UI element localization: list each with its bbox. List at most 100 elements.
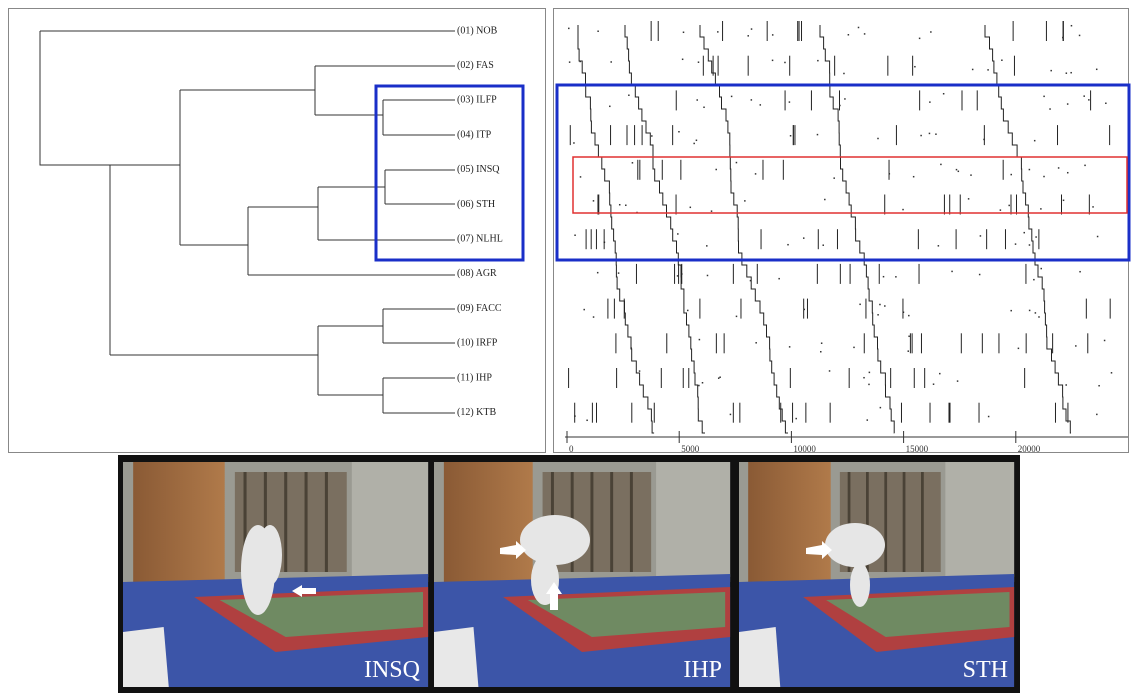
event <box>987 69 989 71</box>
event <box>1029 244 1031 246</box>
photo-caption: INSQ <box>364 657 420 683</box>
event <box>1015 243 1017 245</box>
event <box>736 162 738 164</box>
event <box>678 131 680 133</box>
event <box>1049 108 1051 110</box>
event <box>693 143 695 145</box>
event <box>1062 37 1064 39</box>
event <box>968 198 970 200</box>
event <box>1035 236 1037 238</box>
event <box>843 73 845 75</box>
event <box>859 304 861 306</box>
event <box>702 382 704 384</box>
event <box>883 276 885 278</box>
event <box>877 138 879 140</box>
event <box>803 237 805 239</box>
event <box>698 61 700 63</box>
event <box>1079 271 1081 273</box>
tick-label: 0 <box>569 444 574 454</box>
event <box>929 101 931 103</box>
event <box>597 272 599 274</box>
event <box>980 235 982 237</box>
event <box>979 274 981 276</box>
photo-caption: IHP <box>683 657 722 683</box>
event <box>628 94 630 96</box>
event <box>1063 200 1065 202</box>
event <box>820 351 822 353</box>
event <box>1008 205 1010 207</box>
event <box>751 99 753 101</box>
event <box>586 420 588 422</box>
event <box>869 372 871 374</box>
event <box>677 275 679 277</box>
event <box>682 59 684 61</box>
event <box>610 61 612 63</box>
event <box>711 210 713 212</box>
event <box>795 418 797 420</box>
event <box>583 309 585 311</box>
event <box>908 350 910 352</box>
leaf-label: (03) ILFP <box>457 95 497 106</box>
event <box>1092 206 1094 208</box>
leaf-label: (01) NOB <box>457 25 498 36</box>
event <box>1098 385 1100 387</box>
event <box>707 275 709 277</box>
event <box>790 135 792 137</box>
event <box>1111 372 1113 374</box>
event <box>1038 316 1040 318</box>
event <box>760 104 762 106</box>
event <box>884 305 886 307</box>
event <box>651 135 653 137</box>
leaf-label: (11) IHP <box>457 372 492 383</box>
event <box>618 272 620 274</box>
event <box>817 134 819 136</box>
tick-label: 10000 <box>793 444 816 454</box>
event <box>789 101 791 103</box>
event <box>920 135 922 137</box>
event <box>787 244 789 246</box>
leaf-label: (10) IRFP <box>457 338 498 349</box>
event <box>1065 384 1067 386</box>
event <box>1040 208 1042 210</box>
event <box>772 60 774 62</box>
event <box>699 339 701 341</box>
event <box>1023 232 1025 234</box>
event <box>731 96 733 98</box>
event <box>1058 167 1060 169</box>
event <box>1079 35 1081 37</box>
event <box>848 34 850 36</box>
event <box>1105 103 1107 105</box>
event <box>1010 310 1012 312</box>
event <box>908 336 910 338</box>
event <box>698 385 700 387</box>
event <box>939 373 941 375</box>
event <box>703 107 705 109</box>
event <box>933 383 935 385</box>
event <box>868 384 870 386</box>
event <box>889 173 891 175</box>
leaf-label: (12) KTB <box>457 407 496 418</box>
event <box>744 200 746 202</box>
event <box>1084 165 1086 167</box>
photo <box>739 462 1014 687</box>
event <box>1035 312 1037 314</box>
leaf-label: (05) INSQ <box>457 164 500 175</box>
event <box>683 32 685 34</box>
event <box>687 310 689 312</box>
event <box>609 106 611 108</box>
event <box>895 276 897 278</box>
event <box>696 99 698 101</box>
event <box>935 133 937 135</box>
photo-caption: STH <box>963 657 1008 683</box>
event <box>706 245 708 247</box>
event <box>864 33 866 35</box>
event <box>639 370 641 372</box>
event <box>1029 169 1031 171</box>
event <box>715 169 717 171</box>
event <box>772 34 774 36</box>
event <box>593 316 595 318</box>
event <box>844 98 846 100</box>
leaf-label: (04) ITP <box>457 129 492 140</box>
event <box>951 271 953 273</box>
event <box>853 347 855 349</box>
